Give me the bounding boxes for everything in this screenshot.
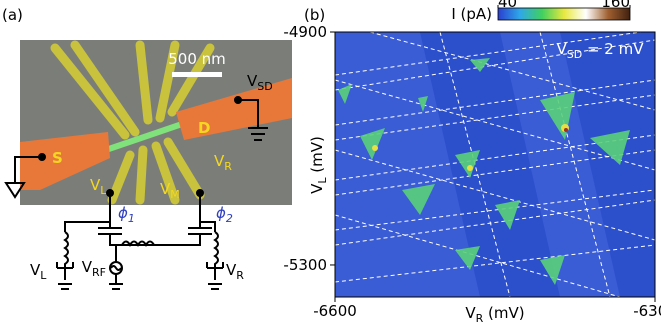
y-axis-label: VL (mV) (308, 136, 329, 194)
source-label: VL (30, 261, 47, 282)
circuit (4, 96, 268, 290)
colorbar-tick-label: 40 (498, 0, 517, 11)
source-label: VRF (82, 258, 106, 279)
gate-label: VL (90, 176, 107, 197)
panel-label: (b) (304, 6, 325, 24)
source-label: S (52, 149, 63, 167)
drain-label: D (198, 119, 210, 137)
y-tick-label: -5300 (283, 256, 327, 274)
panel-label: (a) (2, 6, 23, 24)
phase-label: ϕ1 (118, 204, 135, 225)
annotation: VSD = 2 mV (556, 40, 644, 61)
colorbar-label: I (pA) (451, 5, 492, 23)
gate-label: VR (214, 152, 232, 173)
phase-label: ϕ2 (216, 204, 233, 225)
scale-label: 500 nm (168, 50, 226, 68)
plot-frame (334, 31, 656, 298)
colorbar (497, 7, 631, 21)
gate-label: VM (160, 180, 180, 201)
x-axis-label: VR (mV) (465, 304, 524, 322)
source-label: VR (226, 261, 244, 282)
x-tick-label: -6600 (313, 302, 357, 320)
heatmap-image (335, 32, 655, 297)
y-tick-label: -4900 (283, 23, 327, 41)
x-tick-label: -6300 (633, 302, 661, 320)
colorbar-tick-label: 160 (601, 0, 630, 11)
vsd-label: VSD (247, 72, 273, 93)
sem-image (20, 40, 292, 205)
